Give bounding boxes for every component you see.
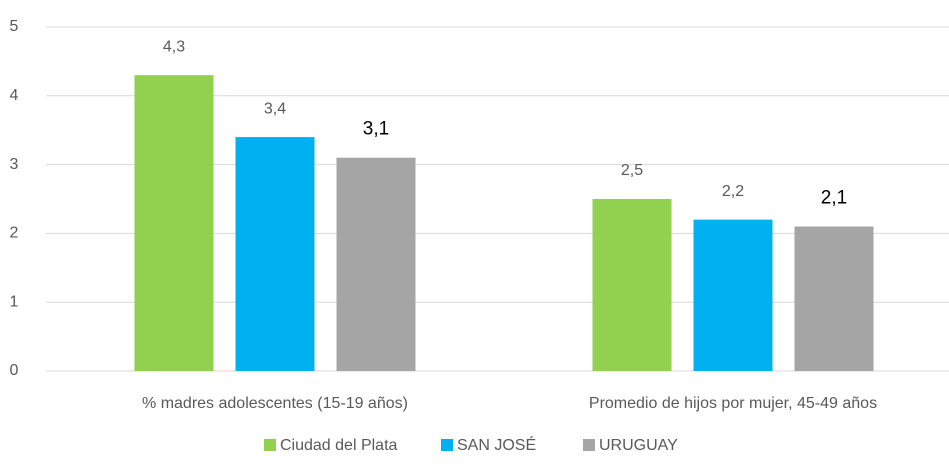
data-label: 3,4	[264, 100, 286, 117]
data-label: 2,2	[722, 183, 744, 200]
x-tick-label: % madres adolescentes (15-19 años)	[142, 395, 408, 412]
y-tick-label: 5	[10, 18, 19, 35]
data-label: 2,1	[821, 188, 847, 209]
legend-label: SAN JOSÉ	[457, 435, 536, 454]
bar	[794, 226, 874, 371]
legend-label: URUGUAY	[599, 437, 678, 454]
y-tick-label: 2	[10, 225, 19, 242]
x-tick-label: Promedio de hijos por mujer, 45-49 años	[589, 395, 877, 412]
y-tick-label: 0	[10, 362, 19, 379]
legend-swatch	[441, 439, 453, 451]
y-tick-label: 1	[10, 293, 19, 310]
data-label: 4,3	[163, 38, 185, 55]
data-label: 3,1	[363, 119, 389, 140]
legend-swatch	[583, 439, 595, 451]
bar	[592, 199, 672, 371]
bar	[693, 219, 773, 371]
bar	[235, 137, 315, 371]
bar	[134, 75, 214, 371]
legend-label: Ciudad del Plata	[280, 437, 398, 454]
bar	[336, 157, 416, 371]
y-tick-label: 4	[10, 87, 19, 104]
data-label: 2,5	[621, 162, 643, 179]
y-tick-label: 3	[10, 156, 19, 173]
legend-swatch	[264, 439, 276, 451]
